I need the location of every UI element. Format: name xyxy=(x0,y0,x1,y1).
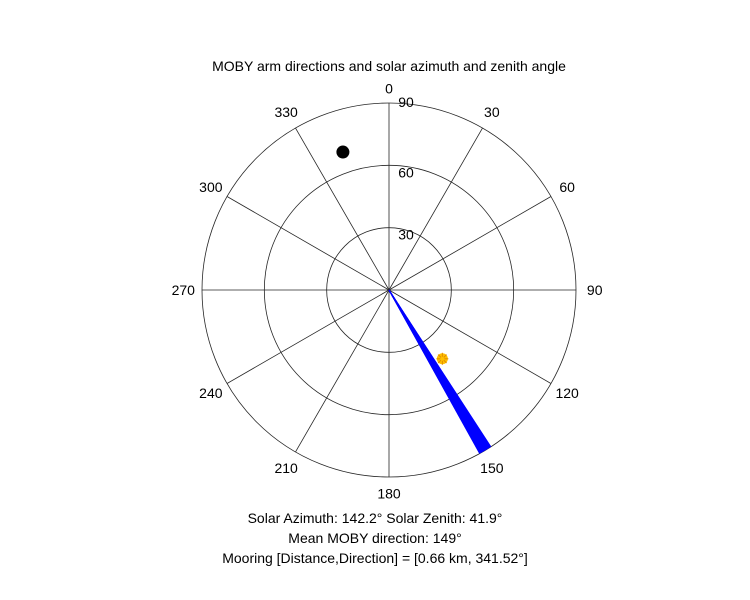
moby-arm-line xyxy=(388,289,481,454)
moby-direction-summary: Mean MOBY direction: 149° xyxy=(288,530,462,546)
r-tick-label-60: 60 xyxy=(398,164,414,180)
theta-tick-label-270: 270 xyxy=(172,282,196,298)
grid-spoke-120 xyxy=(388,289,552,384)
markers xyxy=(336,145,449,365)
mooring-marker xyxy=(336,145,350,159)
sun-marker-ray xyxy=(437,354,442,358)
grid-spoke-240 xyxy=(226,289,390,384)
theta-tick-label-30: 30 xyxy=(484,104,500,120)
theta-tick-label-0: 0 xyxy=(385,80,393,96)
chart-title: MOBY arm directions and solar azimuth an… xyxy=(212,58,566,74)
grid-spoke-330 xyxy=(295,127,390,291)
sun-marker-ray xyxy=(437,359,442,364)
sun-marker-ray xyxy=(443,354,447,358)
theta-tick-label-120: 120 xyxy=(555,385,579,401)
theta-tick-label-150: 150 xyxy=(480,460,504,476)
moby-arm-lines xyxy=(388,289,492,454)
axis-labels: 0 30 60 90 120 150 180 210 240 270 300 330 30 60 90 xyxy=(172,80,603,501)
theta-tick-label-90: 90 xyxy=(587,282,603,298)
sun-marker-ray xyxy=(443,359,447,364)
mooring-summary: Mooring [Distance,Direction] = [0.66 km,… xyxy=(222,550,528,566)
grid-spoke-30 xyxy=(388,127,483,291)
theta-tick-label-180: 180 xyxy=(377,486,401,502)
grid-spoke-210 xyxy=(295,289,390,453)
theta-tick-label-300: 300 xyxy=(199,179,223,195)
grid-spoke-300 xyxy=(226,196,390,291)
theta-tick-label-60: 60 xyxy=(559,179,575,195)
solar-summary: Solar Azimuth: 142.2° Solar Zenith: 41.9… xyxy=(247,510,503,526)
r-tick-label-90: 90 xyxy=(398,94,414,110)
sun-marker xyxy=(436,352,449,365)
grid-spoke-60 xyxy=(388,196,552,291)
theta-tick-label-330: 330 xyxy=(274,104,298,120)
theta-tick-label-210: 210 xyxy=(274,460,298,476)
theta-tick-label-240: 240 xyxy=(199,385,223,401)
r-tick-label-30: 30 xyxy=(398,227,414,243)
